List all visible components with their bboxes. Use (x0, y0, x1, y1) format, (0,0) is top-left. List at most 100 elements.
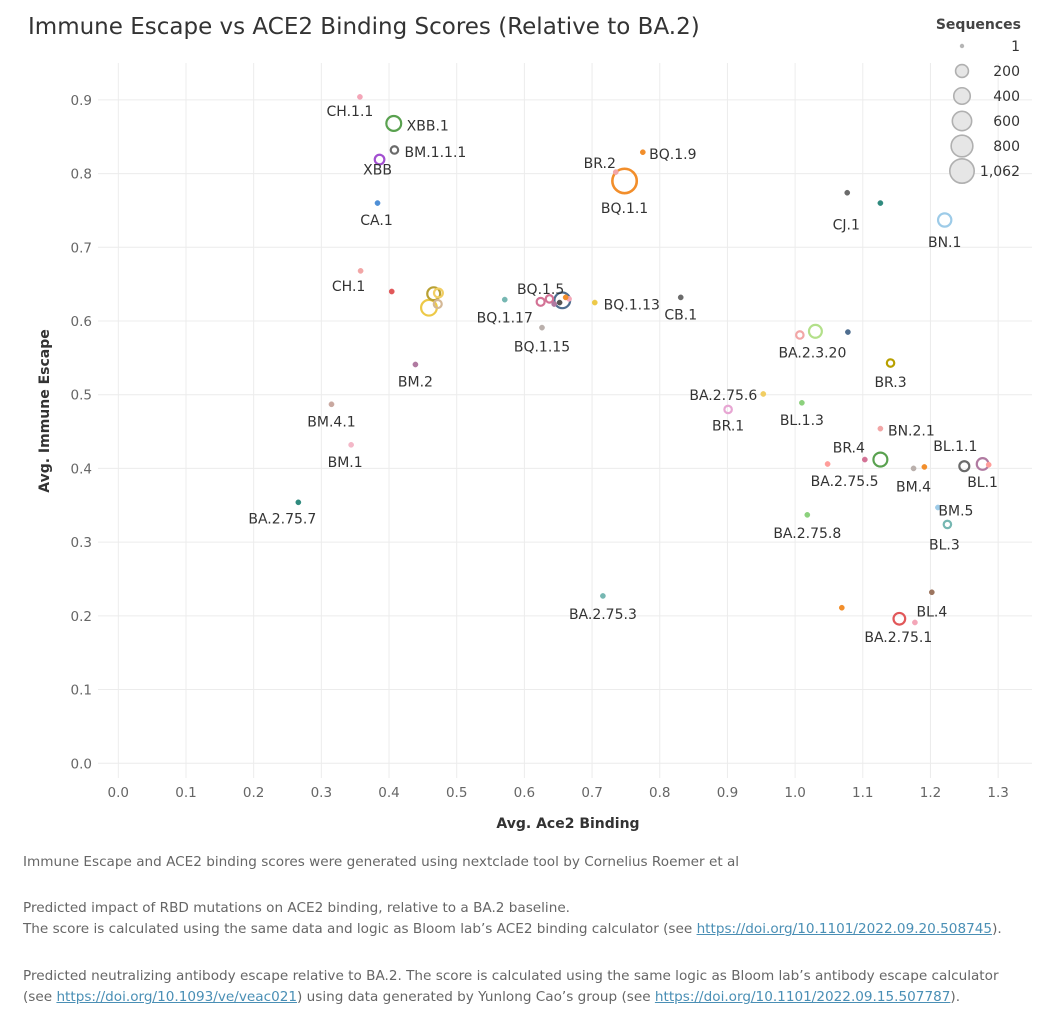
data-point[interactable] (535, 296, 546, 307)
data-point[interactable] (611, 167, 639, 195)
size-legend: Sequences 1 200 400 600 800 1,062 (936, 17, 1021, 185)
data-point[interactable] (357, 94, 363, 100)
data-point[interactable] (845, 329, 851, 335)
y-tick-label: 0.9 (71, 93, 92, 109)
data-point[interactable] (432, 298, 443, 310)
point-label: BL.1.3 (780, 413, 824, 429)
data-point[interactable] (885, 358, 896, 368)
point-label: BM.5 (938, 503, 973, 519)
point-label: BA.2.75.6 (689, 388, 757, 404)
footer-ace2-line1: Predicted impact of RBD mutations on ACE… (23, 900, 571, 916)
data-point[interactable] (824, 461, 831, 467)
data-point[interactable] (892, 611, 907, 626)
data-point[interactable] (872, 451, 889, 468)
data-point[interactable] (348, 441, 354, 448)
data-point[interactable] (389, 145, 400, 155)
data-point[interactable] (373, 153, 386, 166)
data-point[interactable] (985, 461, 992, 468)
data-point[interactable] (328, 401, 335, 408)
legend-size-marker (954, 63, 970, 79)
data-point[interactable] (639, 149, 646, 156)
point-label: CJ.1 (833, 218, 860, 234)
data-point[interactable] (677, 294, 684, 301)
grid-layer (98, 63, 1032, 778)
data-point[interactable] (877, 200, 884, 206)
legend-size-label: 1,062 (980, 164, 1020, 180)
data-point[interactable] (928, 589, 935, 596)
y-tick-label: 0.3 (71, 535, 92, 551)
footer-ace2-line2: The score is calculated using the same d… (23, 921, 697, 937)
data-point[interactable] (795, 330, 805, 340)
data-point[interactable] (612, 169, 619, 175)
data-point[interactable] (426, 286, 442, 302)
data-point[interactable] (958, 460, 971, 473)
x-tick-label: 0.0 (108, 785, 129, 801)
data-point[interactable] (921, 464, 928, 470)
footer-escape-mid: ) using data generated by Yunlong Cao’s … (297, 989, 655, 1005)
chart-title: Immune Escape vs ACE2 Binding Scores (Re… (28, 14, 700, 40)
data-point[interactable] (388, 288, 395, 295)
data-point[interactable] (556, 299, 563, 306)
data-point[interactable] (912, 619, 918, 626)
x-tick-label: 1.3 (987, 785, 1008, 801)
data-point[interactable] (591, 299, 598, 306)
data-point[interactable] (804, 512, 811, 518)
y-tick-label: 0.7 (71, 240, 92, 256)
footer-ace2-end: ). (992, 921, 1002, 937)
data-point[interactable] (942, 519, 953, 530)
point-label: BR.3 (874, 375, 906, 391)
data-point[interactable] (935, 504, 941, 511)
ace2-reference-link[interactable]: https://doi.org/10.1101/2022.09.20.50874… (696, 921, 993, 937)
data-point[interactable] (936, 212, 953, 228)
x-tick-label: 0.3 (311, 785, 332, 801)
data-point[interactable] (374, 200, 381, 206)
point-label: BQ.1.9 (649, 147, 696, 163)
legend-size-label: 800 (993, 139, 1020, 155)
data-point[interactable] (357, 268, 364, 274)
data-point[interactable] (861, 456, 868, 463)
x-tick-label: 0.8 (649, 785, 670, 801)
x-axis-label: Avg. Ace2 Binding (496, 816, 639, 832)
data-point[interactable] (600, 593, 606, 599)
footer-note-ace2: Predicted impact of RBD mutations on ACE… (23, 898, 1038, 940)
x-tick-label: 0.2 (243, 785, 264, 801)
y-tick-label: 0.1 (71, 683, 92, 699)
data-point[interactable] (844, 189, 851, 196)
point-label: BM.1.1.1 (405, 145, 467, 161)
x-tick-label: 0.5 (446, 785, 467, 801)
point-label: BM.2 (398, 374, 433, 390)
data-point[interactable] (910, 465, 917, 472)
legend-size-label: 200 (993, 64, 1020, 80)
point-label: BA.2.75.8 (773, 526, 841, 542)
data-point[interactable] (539, 324, 545, 331)
data-point[interactable] (562, 294, 569, 301)
point-labels: CH.1.1 XBB.1 BM.1.1.1 XBB CA.1 BR.2 BQ.1.9 BQ.1… (248, 104, 998, 646)
data-point[interactable] (877, 425, 884, 432)
x-tick-labels: 0.0 0.1 0.2 0.3 0.4 0.5 0.6 0.7 0.8 0.9 1.0 1.1 1.2 1… (108, 785, 1009, 801)
data-point[interactable] (295, 499, 302, 506)
legend-size-marker (959, 43, 965, 49)
x-tick-label: 0.9 (717, 785, 738, 801)
data-point[interactable] (544, 294, 555, 304)
data-point[interactable] (501, 296, 508, 303)
point-label: BL.1.1 (933, 439, 977, 455)
data-point[interactable] (385, 114, 403, 132)
data-point[interactable] (723, 404, 733, 415)
data-point[interactable] (551, 301, 558, 307)
point-label: CH.1 (332, 279, 365, 295)
data-point[interactable] (799, 399, 805, 406)
data-point[interactable] (432, 287, 444, 299)
data-point[interactable] (807, 323, 823, 339)
data-point[interactable] (412, 361, 419, 368)
data-point[interactable] (838, 604, 845, 611)
data-points (295, 94, 992, 626)
point-label: XBB (363, 163, 392, 179)
legend-size-marker (952, 86, 972, 106)
y-tick-label: 0.4 (71, 461, 92, 477)
cao-reference-link[interactable]: https://doi.org/10.1101/2022.09.15.50778… (654, 989, 951, 1005)
data-point[interactable] (760, 391, 767, 397)
x-tick-label: 1.1 (852, 785, 873, 801)
point-label: BQ.1.17 (477, 311, 533, 327)
y-tick-label: 0.6 (71, 314, 92, 330)
escape-reference-link[interactable]: https://doi.org/10.1093/ve/veac021 (56, 989, 298, 1005)
